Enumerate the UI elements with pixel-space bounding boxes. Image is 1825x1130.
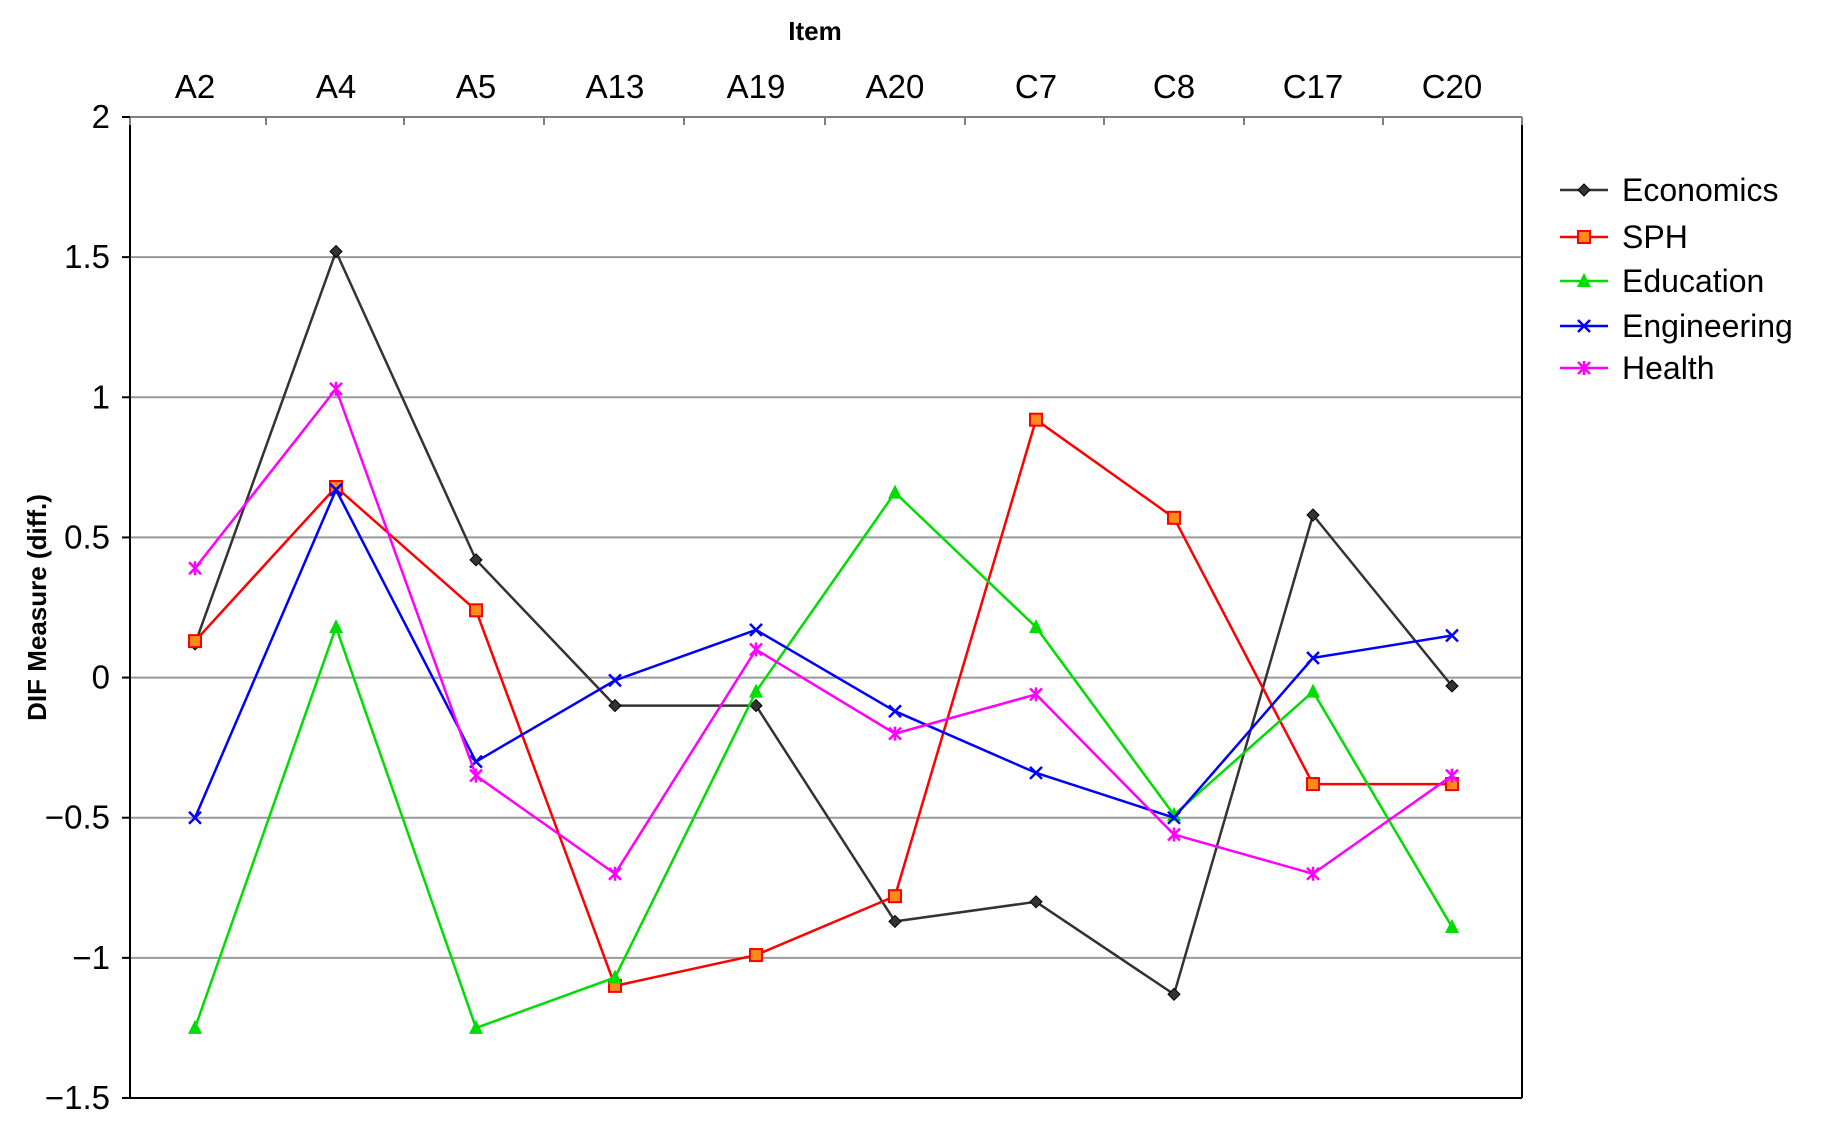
data-point-marker: [1445, 768, 1459, 783]
y-tick-label: 1.5: [64, 238, 110, 275]
data-point-marker: [749, 948, 763, 963]
x-axis-ticks: A2 A4 A5 A13 A19 A20 C7 C8 C17 C20: [129, 68, 1523, 125]
y-tick-label: 1: [92, 378, 110, 415]
data-point-marker: [188, 810, 202, 825]
legend-item: Economics: [1560, 172, 1779, 208]
data-point-marker: [608, 969, 622, 984]
series-sph: [188, 412, 1459, 993]
data-point-marker: [329, 482, 343, 497]
y-tick-label: −0.5: [45, 799, 110, 836]
legend-item: Education: [1560, 263, 1764, 299]
data-point-marker: [1167, 510, 1181, 525]
data-point-marker: [1029, 687, 1043, 702]
data-point-marker: [188, 634, 202, 649]
x-tick-label: A2: [175, 68, 215, 105]
grid-lines: [130, 256, 1522, 959]
data-point-marker: [1445, 679, 1459, 693]
data-point-marker: [888, 726, 902, 741]
x-tick-label: A5: [456, 68, 496, 105]
data-point-marker: [608, 866, 622, 881]
data-point-marker: [749, 642, 763, 657]
data-point-marker: [749, 623, 763, 637]
legend-label: SPH: [1622, 219, 1688, 255]
data-point-marker: [749, 698, 763, 713]
data-point-marker: [469, 553, 483, 567]
y-tick-label: −1.5: [45, 1079, 110, 1116]
data-point-marker: [1029, 412, 1043, 427]
data-point-marker: [888, 484, 902, 499]
series-engineering: [188, 482, 1459, 825]
y-tick-label: −1: [72, 939, 110, 976]
data-point-marker: [1167, 827, 1181, 842]
data-point-marker: [1445, 628, 1459, 643]
data-point-marker: [1306, 651, 1320, 665]
series-line: [193, 490, 1454, 1030]
y-tick-label: 2: [92, 98, 110, 135]
data-point-marker: [1029, 619, 1043, 634]
data-point-marker: [1029, 895, 1043, 909]
data-point-marker: [469, 603, 483, 618]
legend-item: Engineering: [1560, 308, 1793, 344]
x-tick-label: C17: [1283, 68, 1344, 105]
series-line: [194, 386, 1453, 876]
data-point-marker: [888, 704, 902, 719]
axes: [129, 116, 1523, 1099]
y-axis-ticks: 2 1.5 1 0.5 0 −0.5 −1 −1.5: [45, 98, 130, 1116]
legend: Economics SPH Education Engineering Health: [1560, 172, 1793, 386]
series-line: [194, 417, 1452, 988]
data-point-marker: [608, 698, 622, 713]
x-tick-label: A19: [727, 68, 786, 105]
series-economics: [188, 244, 1459, 1002]
data-point-marker: [1577, 183, 1591, 197]
data-point-marker: [1306, 777, 1320, 792]
y-tick-label: 0: [92, 659, 110, 696]
data-point-marker: [329, 244, 343, 259]
data-point-marker: [1577, 361, 1591, 375]
legend-label: Health: [1622, 350, 1715, 386]
legend-label: Economics: [1622, 172, 1779, 208]
data-point-marker: [749, 683, 763, 698]
x-axis-title: Item: [788, 16, 841, 46]
series-group: [188, 244, 1459, 1034]
legend-label: Engineering: [1622, 308, 1793, 344]
data-point-marker: [1167, 810, 1181, 825]
x-tick-label: C7: [1015, 68, 1057, 105]
data-point-marker: [1577, 273, 1591, 287]
data-point-marker: [469, 768, 483, 783]
legend-item: SPH: [1560, 219, 1688, 255]
series-education: [188, 484, 1459, 1034]
data-point-marker: [1577, 230, 1591, 244]
data-point-marker: [888, 889, 902, 904]
data-point-marker: [1306, 866, 1320, 881]
y-tick-label: 0.5: [64, 518, 110, 555]
series-health: [188, 381, 1459, 881]
data-point-marker: [1306, 508, 1320, 522]
data-point-marker: [1445, 919, 1459, 934]
x-tick-label: C8: [1153, 68, 1195, 105]
series-line: [193, 248, 1453, 997]
data-point-marker: [329, 381, 343, 396]
data-point-marker: [888, 914, 902, 929]
x-tick-label: C20: [1422, 68, 1483, 105]
series-line: [193, 486, 1453, 820]
data-point-marker: [188, 561, 202, 576]
data-point-marker: [469, 1019, 483, 1034]
y-axis-title: DIF Measure (diff.): [22, 494, 52, 721]
legend-item: Health: [1560, 350, 1715, 386]
legend-label: Education: [1622, 263, 1764, 299]
data-point-marker: [329, 619, 343, 634]
data-point-marker: [188, 1019, 202, 1034]
data-point-marker: [1029, 765, 1043, 780]
data-point-marker: [608, 673, 622, 688]
data-point-marker: [1167, 987, 1181, 1002]
x-tick-label: A13: [586, 68, 645, 105]
data-point-marker: [1577, 319, 1591, 333]
x-tick-label: A20: [866, 68, 925, 105]
x-tick-label: A4: [316, 68, 356, 105]
data-point-marker: [329, 479, 343, 494]
data-point-marker: [1306, 683, 1320, 698]
